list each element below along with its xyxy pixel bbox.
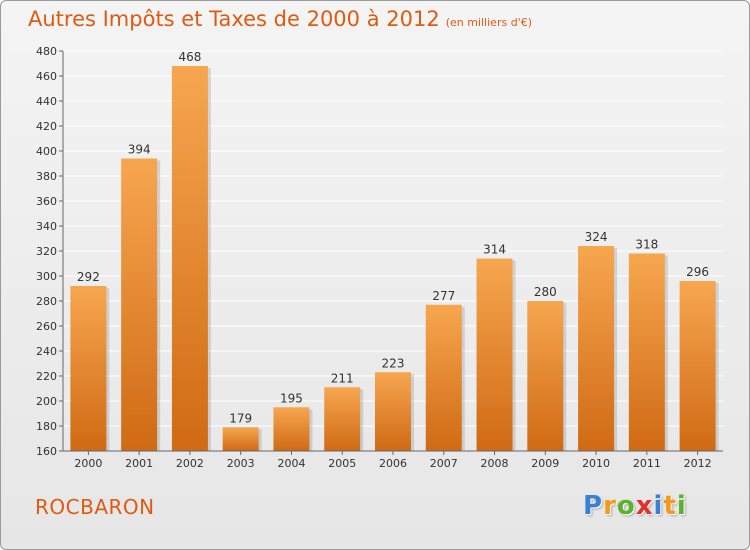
logo-letter: r	[603, 491, 617, 521]
y-tick-label: 320	[36, 245, 57, 258]
data-label: 292	[77, 270, 100, 284]
data-label: 468	[178, 50, 201, 64]
bar	[375, 372, 411, 451]
logo-letter: i	[676, 491, 687, 521]
bar	[628, 253, 665, 451]
y-tick-label: 380	[36, 170, 57, 183]
x-tick-label: 2002	[176, 457, 204, 470]
x-tick-label: 2006	[379, 457, 407, 470]
x-tick-label: 2011	[633, 457, 661, 470]
logo-letter: x	[635, 491, 654, 521]
bar	[222, 427, 259, 451]
y-tick-label: 420	[36, 120, 57, 133]
bars	[70, 66, 719, 451]
y-tick-label: 220	[36, 370, 57, 383]
y-axis-ticks: 160 180 200 220 240 260 280 300 320 340 360 380 400 4…	[36, 45, 63, 458]
chart-title: Autres Impôts et Taxes de 2000 à 2012 (en…	[28, 7, 532, 31]
y-tick-label: 160	[36, 445, 57, 458]
data-label: 211	[331, 371, 354, 385]
logo-letter: t	[663, 491, 677, 521]
chart-subtitle: (en milliers d'€)	[445, 16, 532, 29]
y-tick-label: 460	[36, 70, 57, 83]
logo-letter: i	[653, 491, 664, 521]
x-tick-label: 2009	[531, 457, 559, 470]
bar	[527, 301, 564, 451]
y-tick-label: 480	[36, 45, 57, 58]
bar	[121, 158, 158, 451]
x-tick-label: 2008	[481, 457, 509, 470]
bar	[425, 304, 462, 451]
bar	[70, 286, 107, 451]
data-label: 296	[686, 265, 709, 279]
data-label: 277	[432, 289, 455, 303]
chart-title-text: Autres Impôts et Taxes de 2000 à 2012	[28, 7, 440, 31]
data-labels: 292 394 468 179 195 211 223 277 314 280 324 318 296	[77, 50, 709, 425]
bar	[324, 387, 361, 451]
x-tick-label: 2004	[277, 457, 305, 470]
bar	[679, 281, 716, 451]
proxiti-logo: Proxiti	[583, 491, 687, 521]
y-tick-label: 440	[36, 95, 57, 108]
bar	[578, 246, 615, 451]
x-tick-label: 2003	[227, 457, 255, 470]
y-tick-label: 360	[36, 195, 57, 208]
x-tick-label: 2001	[125, 457, 153, 470]
x-tick-label: 2005	[328, 457, 356, 470]
bar	[171, 66, 208, 451]
data-label: 394	[128, 143, 151, 157]
y-tick-label: 180	[36, 420, 57, 433]
y-tick-label: 200	[36, 395, 57, 408]
logo-letter: o	[616, 491, 636, 521]
data-label: 223	[382, 356, 405, 370]
y-tick-label: 280	[36, 295, 57, 308]
x-tick-label: 2010	[582, 457, 610, 470]
bar	[476, 258, 513, 451]
data-label: 179	[229, 411, 252, 425]
logo-letter: P	[583, 491, 604, 521]
data-label: 195	[280, 391, 303, 405]
y-tick-label: 260	[36, 320, 57, 333]
x-tick-label: 2000	[74, 457, 102, 470]
data-label: 280	[534, 285, 557, 299]
commune-name: ROCBARON	[35, 495, 155, 519]
bar	[273, 407, 310, 451]
y-tick-label: 300	[36, 270, 57, 283]
x-tick-label: 2007	[430, 457, 458, 470]
y-tick-label: 240	[36, 345, 57, 358]
data-label: 318	[635, 238, 658, 252]
y-tick-label: 400	[36, 145, 57, 158]
y-tick-label: 340	[36, 220, 57, 233]
x-axis-ticks: 2000 2001 2002 2003 2004 2005 2006 2007 2008 2009…	[74, 451, 712, 470]
x-tick-label: 2012	[684, 457, 712, 470]
data-label: 314	[483, 243, 506, 257]
data-label: 324	[585, 230, 608, 244]
